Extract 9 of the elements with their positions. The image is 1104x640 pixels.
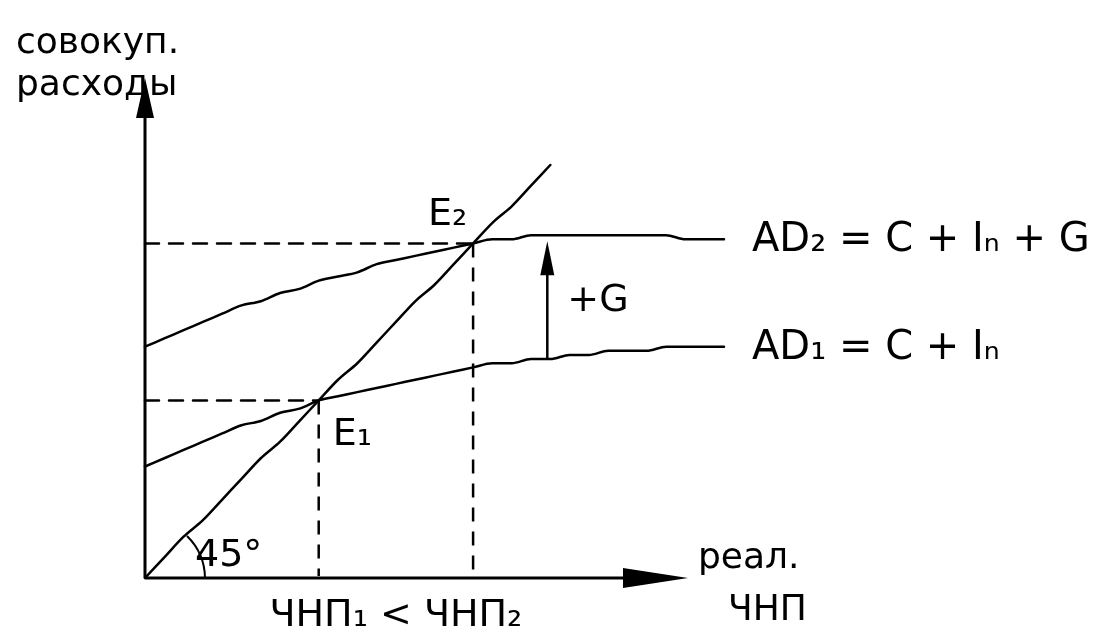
annotation: 45° [195, 531, 263, 575]
text: ЧНП₁ < ЧНП₂ [269, 591, 523, 635]
x-axis-title: реал. ЧНП [698, 535, 807, 628]
annotation: Е₁ [332, 410, 372, 455]
annotation: Е₂ [428, 190, 468, 235]
series-label: AD₁ = C + Iₙ [752, 321, 1000, 368]
y-axis-title: совокуп. расходы [16, 20, 180, 103]
annotation: +G [567, 276, 629, 321]
series-label: AD₂ = C + Iₙ + G [752, 214, 1090, 261]
